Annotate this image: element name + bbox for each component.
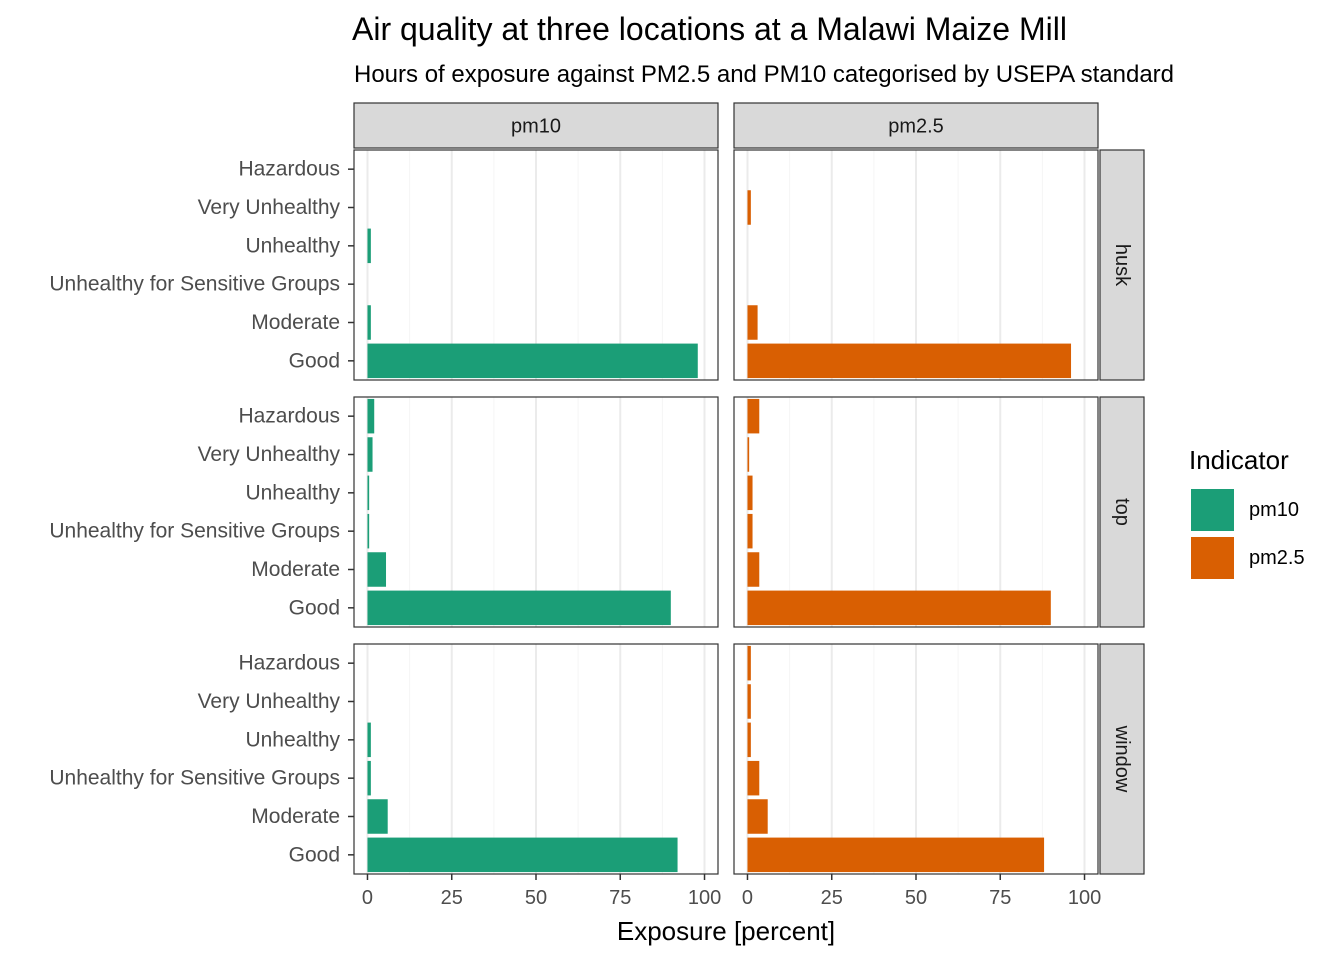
panel-border [733, 149, 1099, 381]
panel-husk-pm2-5 [733, 149, 1099, 381]
bar-very-unhealthy [367, 437, 373, 472]
bar-hazardous [367, 398, 375, 434]
x-tick-label: 25 [441, 887, 463, 909]
legend: pm10 pm2.5 [1191, 489, 1305, 579]
y-tick-label: Unhealthy for Sensitive Groups [49, 767, 340, 790]
panel-border [353, 149, 719, 381]
y-tick-label: Good [289, 596, 340, 619]
bar-very-unhealthy [747, 437, 750, 472]
y-tick-label: Unhealthy [245, 481, 340, 504]
legend-label: pm2.5 [1249, 547, 1305, 569]
panel-window-pm10 [353, 643, 719, 875]
y-tick-label: Hazardous [238, 158, 340, 181]
column-strip-box [353, 102, 719, 149]
bar-moderate [747, 305, 758, 340]
x-tick-label: 0 [362, 887, 373, 909]
panels-layer: pm10 pm2.5 husk top window Hazardous Very Unhe… [49, 102, 1145, 909]
bar-hazardous [747, 398, 760, 434]
x-tick-label: 50 [525, 887, 547, 909]
row-strip-box [1099, 149, 1145, 381]
row-strip-label: top [1111, 498, 1133, 526]
y-tick-label: Unhealthy for Sensitive Groups [49, 273, 340, 296]
bar-moderate [367, 799, 388, 834]
bar-moderate [747, 552, 760, 587]
y-tick-label: Good [289, 349, 340, 372]
panel-border [733, 396, 1099, 628]
y-tick-label: Moderate [251, 805, 340, 828]
bar-very-unhealthy [747, 190, 751, 225]
bar-hazardous [747, 645, 751, 681]
y-tick-label: Very Unhealthy [198, 443, 341, 466]
bar-unhealthy [747, 722, 751, 758]
y-axis-husk: Hazardous Very Unhealthy Unhealthy Unhealth… [49, 158, 354, 372]
bar-good [367, 590, 671, 626]
legend-swatch [1191, 489, 1234, 531]
y-tick-label: Very Unhealthy [198, 196, 341, 219]
row-strip-box [1099, 643, 1145, 875]
legend-swatch [1191, 537, 1234, 579]
bar-unhealthy-for-sensitive-groups [747, 513, 753, 549]
bar-moderate [367, 552, 387, 587]
y-tick-label: Unhealthy [245, 234, 340, 257]
x-tick-label: 25 [821, 887, 843, 909]
column-strip-label: pm2.5 [888, 116, 944, 138]
panel-husk-pm10 [353, 149, 719, 381]
row-strip-box [1099, 396, 1145, 628]
bar-moderate [367, 305, 371, 340]
bar-good [747, 590, 1051, 626]
row-strip-husk: husk [1099, 149, 1145, 381]
y-axis-top: Hazardous Very Unhealthy Unhealthy Unhealth… [49, 405, 354, 619]
x-tick-label: 50 [905, 887, 927, 909]
y-tick-label: Hazardous [238, 405, 340, 428]
legend-title: Indicator [1189, 445, 1289, 475]
y-tick-label: Unhealthy [245, 728, 340, 751]
bar-unhealthy [367, 722, 371, 758]
column-strip-pm2-5: pm2.5 [733, 102, 1099, 149]
column-strip-label: pm10 [511, 116, 561, 138]
bar-good [367, 837, 678, 873]
x-axis-title: Exposure [percent] [617, 916, 835, 946]
bar-good [747, 837, 1045, 873]
row-strip-top: top [1099, 396, 1145, 628]
x-axis-pm2-5: 0 25 50 75 100 [742, 874, 1101, 909]
row-strip-label: window [1111, 725, 1133, 793]
bar-unhealthy [747, 475, 753, 511]
panel-border [353, 396, 719, 628]
column-strip-box [733, 102, 1099, 149]
bar-unhealthy-for-sensitive-groups [747, 760, 760, 796]
y-tick-label: Very Unhealthy [198, 690, 341, 713]
y-tick-label: Good [289, 843, 340, 866]
x-axis-pm10: 0 25 50 75 100 [362, 874, 721, 909]
legend-item-pm10: pm10 [1191, 489, 1299, 531]
x-tick-label: 75 [989, 887, 1011, 909]
panel-top-pm10 [353, 396, 719, 628]
bar-moderate [747, 799, 768, 834]
chart-title: Air quality at three locations at a Mala… [352, 11, 1067, 47]
bar-good [747, 343, 1072, 379]
y-tick-label: Moderate [251, 311, 340, 334]
legend-item-pm2-5: pm2.5 [1191, 537, 1305, 579]
x-tick-label: 100 [688, 887, 721, 909]
row-strip-window: window [1099, 643, 1145, 875]
x-tick-label: 100 [1068, 887, 1101, 909]
bar-unhealthy [367, 475, 370, 511]
row-strip-label: husk [1111, 244, 1133, 287]
bar-unhealthy-for-sensitive-groups [367, 513, 370, 549]
bar-good [367, 343, 698, 379]
chart-subtitle: Hours of exposure against PM2.5 and PM10… [354, 61, 1174, 88]
y-axis-window: Hazardous Very Unhealthy Unhealthy Unhealth… [49, 652, 354, 866]
panel-top-pm2-5 [733, 396, 1099, 628]
bar-very-unhealthy [747, 684, 751, 719]
legend-label: pm10 [1249, 499, 1299, 521]
bar-unhealthy [367, 228, 371, 264]
x-tick-label: 0 [742, 887, 753, 909]
y-tick-label: Unhealthy for Sensitive Groups [49, 520, 340, 543]
y-tick-label: Hazardous [238, 652, 340, 675]
column-strip-pm10: pm10 [353, 102, 719, 149]
bar-unhealthy-for-sensitive-groups [367, 760, 371, 796]
x-tick-label: 75 [609, 887, 631, 909]
y-tick-label: Moderate [251, 558, 340, 581]
panel-window-pm2-5 [733, 643, 1099, 875]
